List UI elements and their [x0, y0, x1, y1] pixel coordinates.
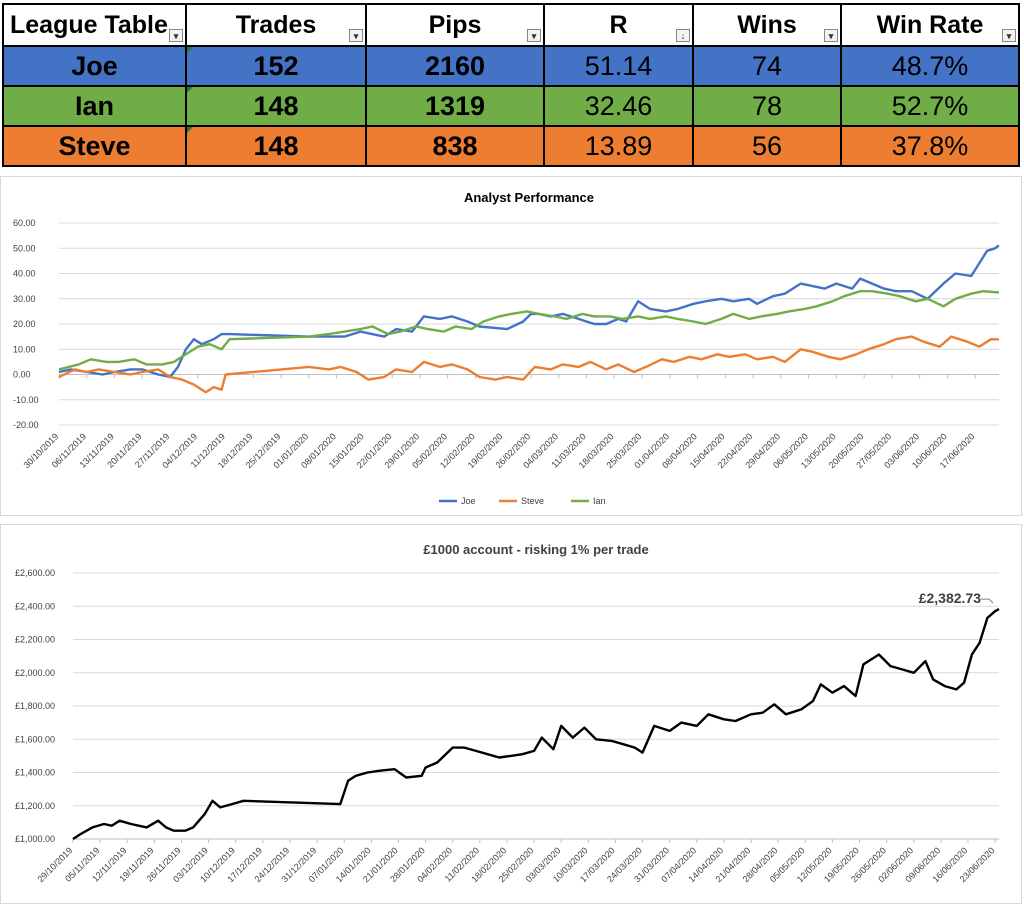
filter-dropdown-icon[interactable]: ▾ — [169, 29, 183, 42]
r-header: R ↓ — [543, 3, 694, 47]
win-rate-cell[interactable]: 52.7% — [840, 85, 1020, 127]
wins-cell[interactable]: 74 — [692, 45, 842, 87]
y-tick-label: £1,400.00 — [15, 768, 55, 778]
y-tick-label: £2,400.00 — [15, 601, 55, 611]
win-rate-cell[interactable]: 37.8% — [840, 125, 1020, 167]
legend-label: Ian — [593, 496, 606, 506]
wins-text: 78 — [751, 90, 783, 121]
filter-dropdown-icon[interactable]: ▾ — [1002, 29, 1016, 42]
series-line-balance — [72, 608, 1000, 841]
analyst-performance-svg: Analyst Performance -20.00 -10.00 0.00 10.00… — [13, 190, 1000, 506]
name-text: Ian — [74, 90, 114, 121]
trades-cell[interactable]: 148 — [185, 85, 367, 127]
legend-label: Steve — [521, 496, 544, 506]
r-text: 13.89 — [584, 130, 653, 161]
sort-descending-icon[interactable]: ↓ — [676, 29, 690, 42]
trades-cell[interactable]: 148 — [185, 125, 367, 167]
wins-text: 74 — [751, 50, 783, 81]
wins-cell[interactable]: 56 — [692, 125, 842, 167]
chart-title: £1000 account - risking 1% per trade — [423, 542, 648, 557]
win-rate-text: 48.7% — [891, 50, 969, 81]
league-table-header: League Table ▾ — [2, 3, 187, 47]
y-tick-label: £2,000.00 — [15, 668, 55, 678]
header-label: Trades — [235, 10, 317, 39]
y-tick-label: 50.00 — [13, 243, 36, 253]
win-rate-text: 37.8% — [891, 130, 969, 161]
trades-text: 148 — [253, 130, 299, 161]
trades-cell[interactable]: 152 — [185, 45, 367, 87]
annotation-leader — [981, 598, 994, 604]
trades-text: 148 — [253, 90, 299, 121]
y-tick-label: £2,200.00 — [15, 635, 55, 645]
r-cell[interactable]: 13.89 — [543, 125, 694, 167]
r-text: 32.46 — [584, 90, 653, 121]
header-label: League Table — [10, 10, 168, 39]
wins-header: Wins ▾ — [692, 3, 842, 47]
league-header-row: League Table ▾ Trades ▾ Pips ▾ R ↓ Wins ▾ Win… — [2, 3, 1020, 47]
y-tick-label: -10.00 — [13, 395, 39, 405]
name-text: Steve — [58, 130, 131, 161]
name-cell[interactable]: Joe — [2, 45, 187, 87]
table-row: Joe 152 2160 51.14 74 48.7% — [2, 45, 1020, 87]
name-text: Joe — [71, 50, 118, 81]
y-tick-label: £1,600.00 — [15, 734, 55, 744]
table-row: Ian 148 1319 32.46 78 52.7% — [2, 85, 1020, 127]
wins-cell[interactable]: 78 — [692, 85, 842, 127]
pips-cell[interactable]: 838 — [365, 125, 545, 167]
y-tick-label: £1,000.00 — [15, 834, 55, 844]
filter-dropdown-icon[interactable]: ▾ — [527, 29, 541, 42]
series-line-steve — [58, 335, 1000, 394]
pips-header: Pips ▾ — [365, 3, 545, 47]
trades-header: Trades ▾ — [185, 3, 367, 47]
pips-text: 838 — [432, 130, 478, 161]
chart-title: Analyst Performance — [464, 190, 594, 205]
filter-dropdown-icon[interactable]: ▾ — [349, 29, 363, 42]
error-indicator-icon — [187, 87, 193, 93]
table-row: Steve 148 838 13.89 56 37.8% — [2, 125, 1020, 167]
win-rate-header: Win Rate ▾ — [840, 3, 1020, 47]
pips-text: 1319 — [424, 90, 486, 121]
y-tick-label: £1,200.00 — [15, 801, 55, 811]
series-line-joe — [58, 244, 1000, 379]
account-balance-chart[interactable]: £1000 account - risking 1% per trade £1,0… — [0, 524, 1022, 904]
r-text: 51.14 — [584, 50, 653, 81]
y-tick-label: 30.00 — [13, 294, 36, 304]
pips-cell[interactable]: 1319 — [365, 85, 545, 127]
win-rate-cell[interactable]: 48.7% — [840, 45, 1020, 87]
league-table: League Table ▾ Trades ▾ Pips ▾ R ↓ Wins ▾ Win… — [2, 3, 1020, 167]
y-tick-label: 40.00 — [13, 269, 36, 279]
y-tick-label: £2,600.00 — [15, 568, 55, 578]
trades-text: 152 — [253, 50, 299, 81]
y-tick-label: £1,800.00 — [15, 701, 55, 711]
header-label: Wins — [737, 10, 797, 39]
legend-label: Joe — [461, 496, 476, 506]
chart-legend: Joe Steve Ian — [439, 496, 606, 506]
win-rate-text: 52.7% — [891, 90, 969, 121]
header-label: Win Rate — [876, 10, 984, 39]
filter-dropdown-icon[interactable]: ▾ — [824, 29, 838, 42]
pips-text: 2160 — [424, 50, 486, 81]
y-tick-label: 10.00 — [13, 344, 36, 354]
y-tick-label: 0.00 — [13, 370, 31, 380]
r-cell[interactable]: 51.14 — [543, 45, 694, 87]
pips-cell[interactable]: 2160 — [365, 45, 545, 87]
wins-text: 56 — [751, 130, 783, 161]
header-label: Pips — [428, 10, 482, 39]
end-value-label: £2,382.73 — [919, 590, 981, 606]
error-indicator-icon — [187, 47, 193, 53]
name-cell[interactable]: Ian — [2, 85, 187, 127]
y-tick-label: 60.00 — [13, 218, 36, 228]
series-line-ian — [58, 289, 1000, 371]
name-cell[interactable]: Steve — [2, 125, 187, 167]
y-tick-label: -20.00 — [13, 420, 39, 430]
r-cell[interactable]: 32.46 — [543, 85, 694, 127]
y-tick-label: 20.00 — [13, 319, 36, 329]
error-indicator-icon — [187, 127, 193, 133]
header-label: R — [609, 10, 628, 39]
analyst-performance-chart[interactable]: Analyst Performance -20.00 -10.00 0.00 10.00… — [0, 176, 1022, 516]
account-balance-svg: £1000 account - risking 1% per trade £1,0… — [15, 542, 1000, 884]
